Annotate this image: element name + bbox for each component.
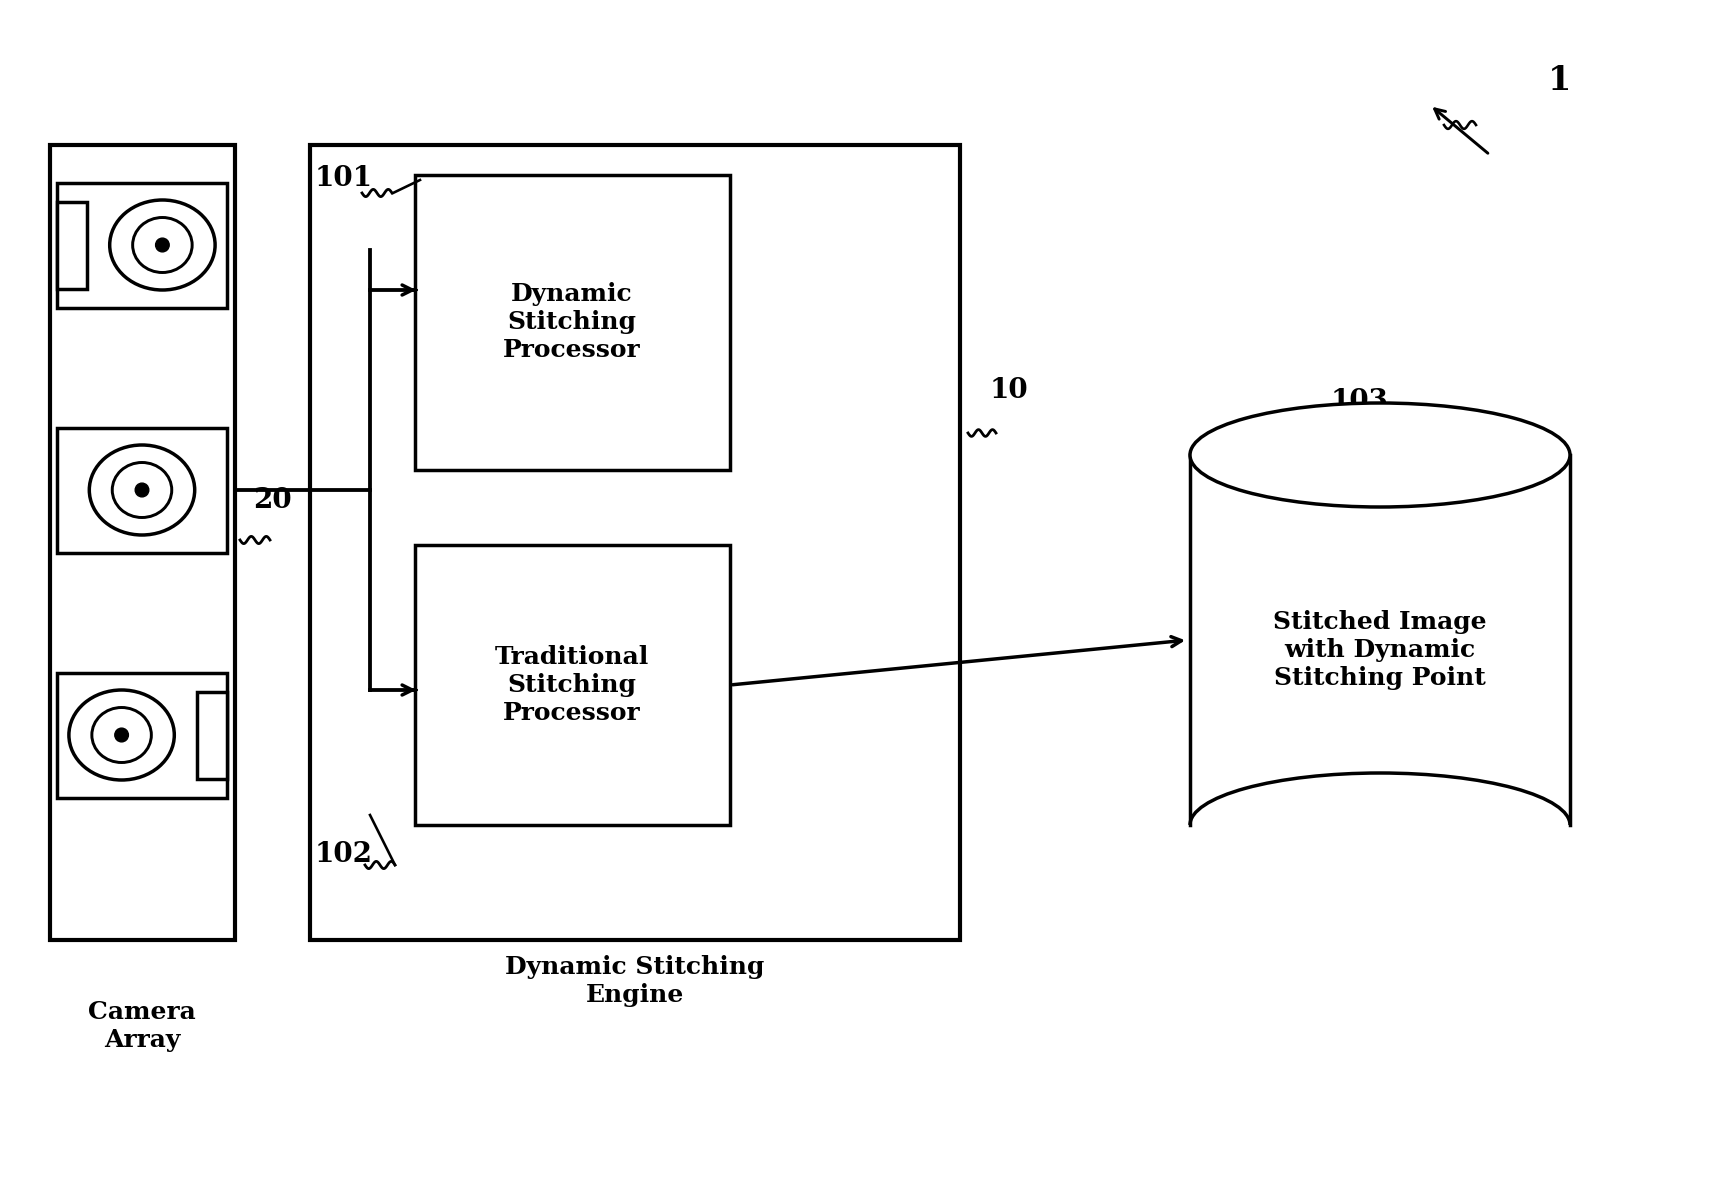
Bar	[415, 545, 729, 825]
Text: 101: 101	[315, 165, 373, 193]
Ellipse shape	[89, 445, 194, 535]
Ellipse shape	[1190, 403, 1570, 507]
Text: Dynamic
Stitching
Processor: Dynamic Stitching Processor	[504, 282, 642, 362]
Bar	[310, 145, 960, 940]
Text: 102: 102	[315, 842, 373, 868]
Ellipse shape	[112, 463, 172, 518]
Text: Camera
Array: Camera Array	[88, 1000, 196, 1051]
Ellipse shape	[136, 483, 150, 496]
Text: Stitched Image
with Dynamic
Stitching Point: Stitched Image with Dynamic Stitching Po…	[1273, 610, 1486, 690]
Bar	[1190, 454, 1570, 825]
Ellipse shape	[132, 218, 193, 273]
Bar	[57, 183, 227, 309]
Bar	[50, 145, 236, 940]
Bar	[198, 692, 227, 779]
Text: 20: 20	[253, 487, 291, 513]
Ellipse shape	[69, 690, 174, 780]
Text: 103: 103	[1331, 388, 1390, 415]
Text: Traditional
Stitching
Processor: Traditional Stitching Processor	[495, 645, 648, 725]
Ellipse shape	[155, 238, 169, 252]
Bar	[415, 175, 729, 470]
Bar	[57, 673, 227, 798]
Ellipse shape	[115, 728, 129, 742]
Bar	[57, 202, 88, 289]
Text: Dynamic Stitching
Engine: Dynamic Stitching Engine	[506, 954, 765, 1007]
Text: 1: 1	[1548, 63, 1572, 97]
Ellipse shape	[110, 200, 215, 289]
Text: 10: 10	[991, 377, 1029, 403]
Bar	[57, 428, 227, 553]
Ellipse shape	[91, 708, 151, 763]
